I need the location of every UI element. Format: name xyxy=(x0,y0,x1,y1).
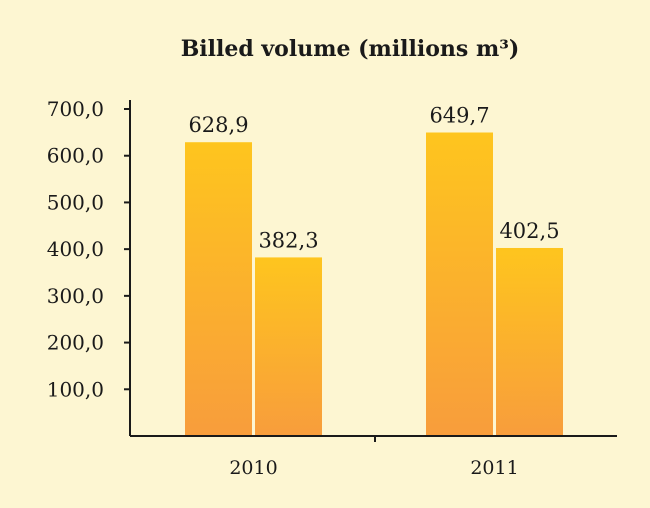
bar-value-label: 382,3 xyxy=(258,228,318,252)
x-tick-label: 2011 xyxy=(470,457,518,479)
bar-2011-series-2 xyxy=(496,247,563,436)
bars xyxy=(185,132,563,436)
x-tick-label: 2010 xyxy=(229,457,277,479)
y-tick-label: 700,0 xyxy=(47,97,104,121)
y-tick-label: 400,0 xyxy=(47,237,104,261)
bar-2010-series-2 xyxy=(255,257,322,436)
y-tick-label: 600,0 xyxy=(47,144,104,168)
x-axis-ticks: 2010 2011 xyxy=(229,436,519,479)
bar-2011-series-1 xyxy=(426,132,493,436)
bar-2010-series-1 xyxy=(185,142,252,436)
y-axis-ticks: 100,0 200,0 300,0 400,0 500,0 600,0 700,0 xyxy=(47,97,130,401)
y-tick-label: 200,0 xyxy=(47,331,104,355)
chart-title: Billed volume (millions m³) xyxy=(181,36,520,62)
bar-value-label: 628,9 xyxy=(188,113,248,137)
bar-value-label: 402,5 xyxy=(499,219,559,243)
y-tick-label: 100,0 xyxy=(47,377,104,401)
y-tick-label: 300,0 xyxy=(47,284,104,308)
bar-labels: 628,9 382,3 649,7 402,5 xyxy=(188,103,559,252)
bar-value-label: 649,7 xyxy=(429,103,489,127)
y-tick-label: 500,0 xyxy=(47,190,104,214)
